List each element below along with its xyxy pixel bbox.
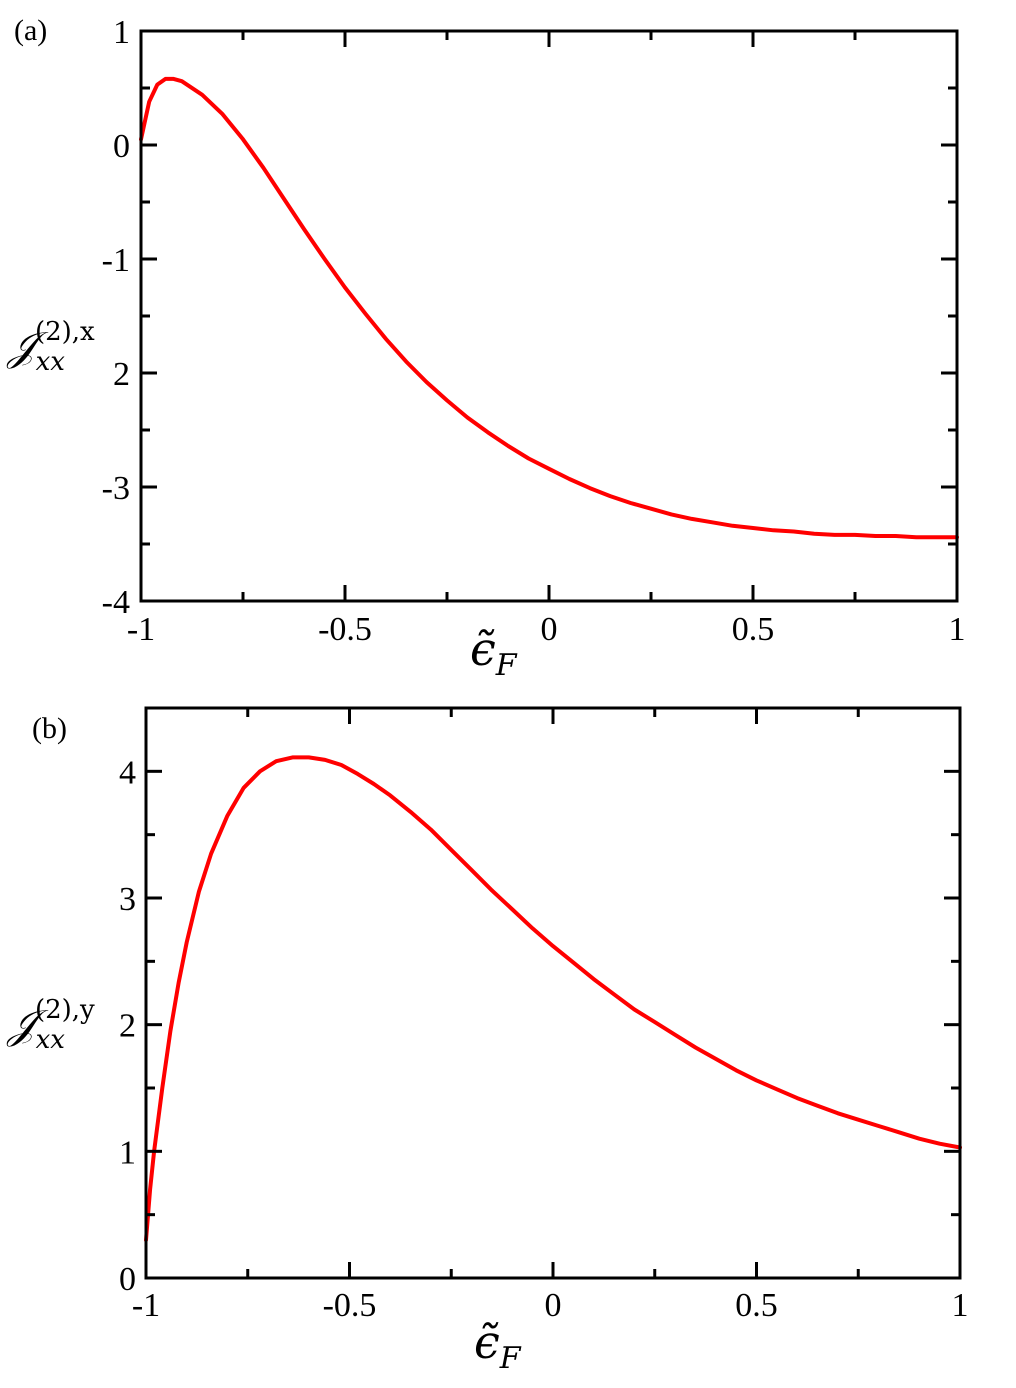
series-line-1 — [139, 76, 959, 540]
x-tick-label: 1 — [949, 611, 966, 648]
x-axis-label-sub: F — [499, 1341, 522, 1376]
x-tick-label: 1 — [952, 1287, 969, 1324]
chart-panel-1: -1 -0.5 0 0.5 1 1 0 -1 2 -3 -4 (a) 𝒥xx(2),x ϵ̃F — [6, 14, 966, 683]
x-tick-label: -0.5 — [323, 1287, 377, 1324]
x-tick-label: 0.5 — [732, 611, 775, 648]
y-axis-label-sup: (2),y — [35, 995, 95, 1025]
x-tick-label: 0.5 — [735, 1287, 778, 1324]
x-axis-label-sub: F — [495, 648, 518, 683]
plot-frame — [144, 706, 962, 1280]
y-axis-label-sub: xx — [36, 347, 66, 377]
x-tick-label: -0.5 — [318, 611, 372, 648]
y-tick-label: 3 — [119, 881, 136, 918]
x-tick-label: 0 — [541, 611, 558, 648]
y-tick-label: -3 — [102, 470, 130, 507]
panel-label: (b) — [32, 712, 67, 745]
y-tick-label: -1 — [102, 242, 130, 279]
plot-frame — [139, 29, 959, 603]
x-axis-label: ϵ̃F — [470, 622, 518, 683]
y-axis-label-sup: (2),x — [35, 317, 95, 347]
y-tick-label: 1 — [113, 14, 130, 51]
x-tick-label: 0 — [545, 1287, 562, 1324]
chart-panel-2: -1 -0.5 0 0.5 1 0 1 2 3 4 (b) 𝒥xx(2),y ϵ̃F — [6, 706, 969, 1376]
y-tick-label: -4 — [102, 584, 130, 621]
y-tick-label: 0 — [113, 128, 130, 165]
x-axis-label: ϵ̃F — [474, 1315, 522, 1376]
y-axis-label: 𝒥xx(2),x — [6, 317, 95, 377]
y-axis-label: 𝒥xx(2),y — [6, 995, 95, 1055]
y-axis-label-sub: xx — [36, 1025, 66, 1055]
series-line-1 — [144, 755, 962, 1242]
y-tick-label: 0 — [119, 1261, 136, 1298]
panel-label: (a) — [14, 14, 47, 47]
x-tick-label: -1 — [127, 611, 155, 648]
y-tick-label: 4 — [119, 754, 136, 791]
x-tick-label: -1 — [132, 1287, 160, 1324]
y-tick-label: 2 — [113, 356, 130, 393]
y-tick-label: 1 — [119, 1134, 136, 1171]
x-axis-label-base: ϵ̃ — [474, 1315, 500, 1369]
y-tick-label: 2 — [119, 1008, 136, 1045]
x-axis-label-base: ϵ̃ — [470, 622, 496, 676]
